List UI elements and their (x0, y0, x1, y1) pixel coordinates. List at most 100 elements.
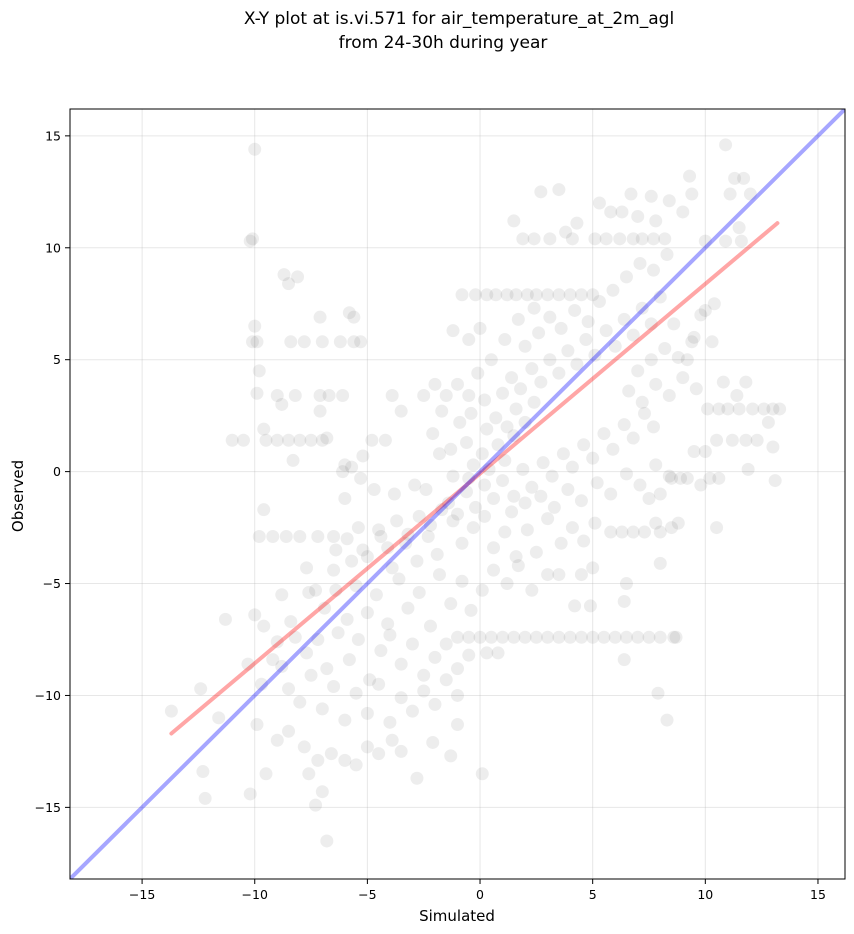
data-point (212, 711, 226, 725)
data-point (518, 630, 532, 644)
data-point (750, 433, 764, 447)
data-point (710, 521, 724, 535)
data-point (478, 509, 492, 523)
data-point (633, 256, 647, 270)
data-point (516, 462, 530, 476)
data-point (455, 574, 469, 588)
data-point (660, 247, 674, 261)
data-point (680, 353, 694, 367)
data-point (520, 523, 534, 537)
data-point (439, 637, 453, 651)
data-point (642, 630, 656, 644)
data-point (302, 767, 316, 781)
data-point (446, 469, 460, 483)
data-point (297, 740, 311, 754)
data-point (245, 335, 259, 349)
data-point (383, 715, 397, 729)
data-point (480, 422, 494, 436)
data-point (245, 232, 259, 246)
data-point (455, 288, 469, 302)
data-point (635, 395, 649, 409)
data-point (619, 630, 633, 644)
data-point (455, 536, 469, 550)
data-point (757, 402, 771, 416)
data-point (345, 554, 359, 568)
data-point (291, 270, 305, 284)
data-point (462, 648, 476, 662)
data-point (390, 514, 404, 528)
data-point (282, 682, 296, 696)
data-point (581, 315, 595, 329)
data-point (383, 628, 397, 642)
data-point (315, 433, 329, 447)
data-point (487, 541, 501, 555)
y-axis-ticks: −15 −10 −5 0 5 10 15 (35, 128, 70, 815)
data-point (275, 659, 289, 673)
data-point (381, 541, 395, 555)
data-point (394, 404, 408, 418)
data-point (518, 496, 532, 510)
data-point (248, 142, 262, 156)
data-point (653, 630, 667, 644)
data-point (196, 765, 210, 779)
data-point (658, 232, 672, 246)
data-point (311, 530, 325, 544)
data-point (509, 402, 523, 416)
data-point (541, 288, 555, 302)
data-point (451, 662, 464, 676)
data-point (525, 480, 539, 494)
data-point (570, 216, 584, 230)
data-point (617, 312, 631, 326)
data-point (768, 474, 782, 488)
data-point (266, 653, 280, 667)
data-point (525, 362, 539, 376)
data-point (719, 138, 733, 152)
data-point (363, 673, 377, 687)
data-point (302, 585, 316, 599)
data-point (579, 333, 593, 347)
data-point (288, 630, 302, 644)
data-point (385, 561, 399, 575)
data-point (372, 747, 386, 761)
data-point (685, 335, 699, 349)
data-point (671, 516, 685, 530)
data-point (631, 364, 645, 378)
data-point (633, 478, 647, 492)
data-point (460, 485, 474, 499)
x-tick-label: 15 (810, 887, 826, 902)
data-point (423, 518, 437, 532)
data-point (410, 554, 424, 568)
data-point (613, 232, 627, 246)
data-point (509, 550, 523, 564)
data-point (665, 521, 679, 535)
data-point (473, 630, 487, 644)
data-point (338, 753, 352, 767)
data-point (622, 384, 636, 398)
data-point (698, 444, 712, 458)
data-point (257, 422, 271, 436)
x-tick-label: 5 (589, 887, 597, 902)
data-point (500, 420, 514, 434)
data-point (252, 364, 266, 378)
data-point (257, 503, 271, 517)
data-point (719, 234, 733, 248)
data-point (498, 525, 512, 539)
data-point (444, 749, 458, 763)
data-point (349, 579, 363, 593)
data-point (496, 474, 510, 488)
data-point (496, 386, 510, 400)
data-point (647, 232, 661, 246)
data-point (282, 277, 296, 291)
data-point (351, 521, 365, 535)
data-point (241, 657, 255, 671)
data-point (547, 500, 561, 514)
data-point (444, 597, 458, 611)
data-point (250, 386, 264, 400)
data-point (345, 460, 359, 474)
data-point (412, 509, 426, 523)
x-tick-label: −15 (129, 887, 155, 902)
data-point (498, 333, 512, 347)
data-point (518, 339, 532, 353)
data-point (552, 568, 566, 582)
data-point (561, 483, 575, 497)
